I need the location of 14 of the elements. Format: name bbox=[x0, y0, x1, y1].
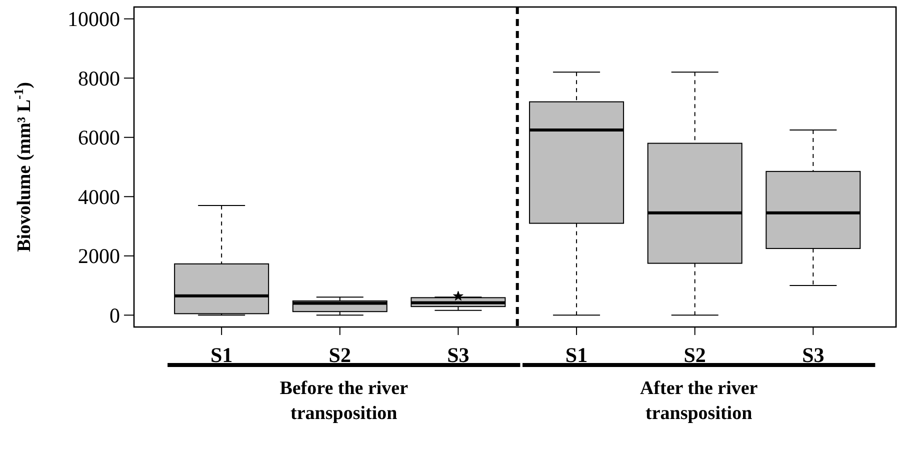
x-tick-label: S1 bbox=[565, 343, 588, 367]
text: After the river transposition bbox=[640, 378, 758, 424]
text: Before the river transposition bbox=[280, 378, 409, 424]
y-tick-label: 0 bbox=[110, 304, 120, 328]
x-tick-label: S2 bbox=[328, 343, 351, 367]
x-tick-label: S1 bbox=[210, 343, 233, 367]
y-tick-label: 10000 bbox=[68, 7, 120, 32]
y-tick-label: 2000 bbox=[78, 244, 120, 268]
x-tick-label: S3 bbox=[802, 343, 824, 367]
y-tick-label: 6000 bbox=[78, 126, 120, 150]
y-tick-label: 4000 bbox=[78, 184, 120, 209]
x-tick-label: S2 bbox=[684, 343, 706, 367]
y-tick-label: 8000 bbox=[78, 66, 120, 90]
x-tick-label: S3 bbox=[447, 343, 470, 367]
